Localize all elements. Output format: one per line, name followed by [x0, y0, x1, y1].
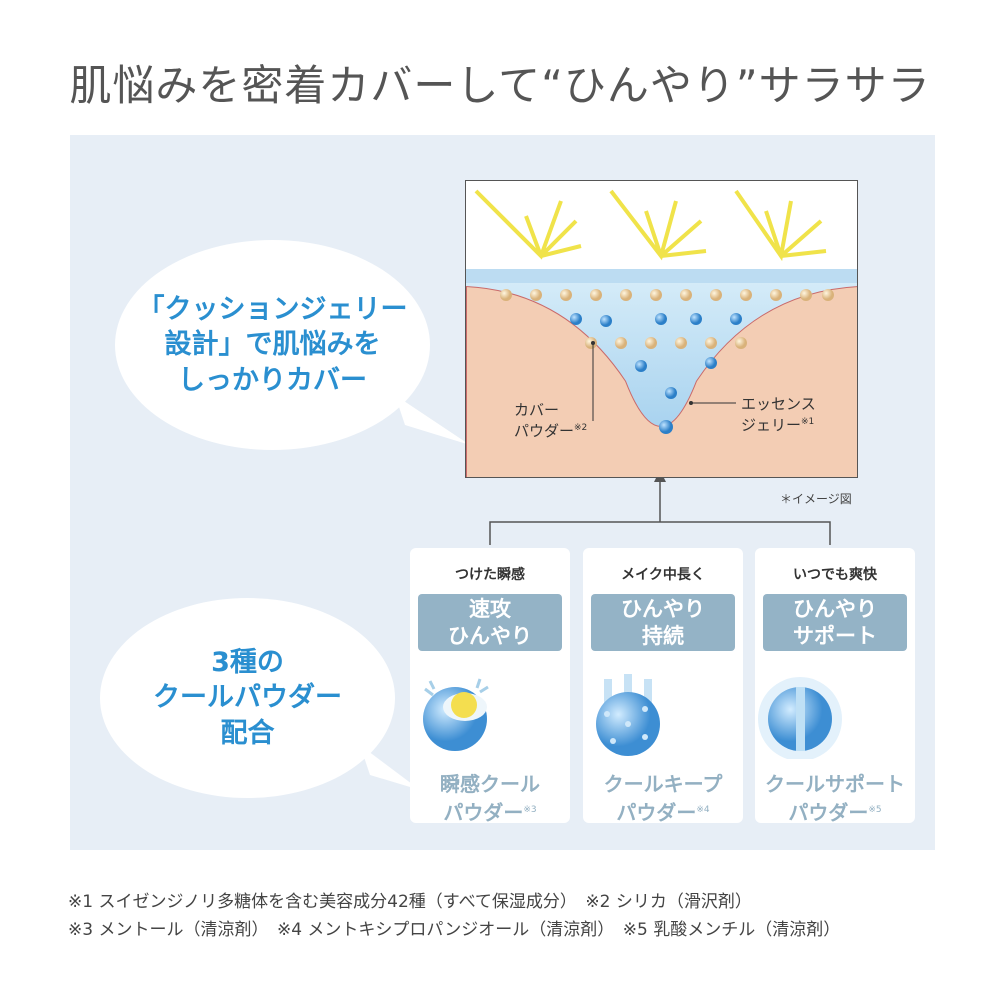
powder-card-support: いつでも爽快 ひんやりサポート クールサポートパウダー※5	[755, 548, 915, 826]
card-heading: いつでも爽快	[793, 567, 877, 583]
powder-card-long-lasting: メイク中長く ひんやり持続 クールキープパウダー※4	[583, 548, 743, 826]
footnote-line: ※3 メントール（清涼剤） ※4 メントキシプロパンジオール（清涼剤） ※5 乳…	[68, 920, 841, 940]
surface-layer	[466, 269, 857, 283]
bubble-line: 「クッションジェリー	[137, 294, 408, 326]
bubble-line: クールパウダー	[153, 682, 342, 714]
bubble-line: 配合	[220, 717, 275, 749]
cover-powder-label: カバーパウダー※2	[514, 401, 587, 440]
card-heading: メイク中長く	[621, 567, 705, 583]
bubble-line: しっかりカバー	[178, 364, 367, 396]
label-line: パウダー	[514, 422, 575, 440]
tag-line: ひんやり	[448, 624, 532, 648]
footnotes: ※1 スイゼンジノリ多糖体を含む美容成分42種（すべて保湿成分） ※2 シリカ（…	[68, 888, 840, 944]
card-tag: 速攻 ひんやり	[418, 594, 562, 651]
tag-line: ひんやり	[793, 597, 877, 621]
cover-powder-particles	[500, 289, 834, 349]
powder-name: クールキープパウダー※4	[583, 771, 743, 826]
card-tag: ひんやり 持続	[591, 594, 735, 651]
name-line: クールキープ	[603, 772, 723, 796]
footnote-ref: ※1	[801, 417, 815, 427]
footnote-ref: ※4	[696, 805, 710, 815]
tag-line: サポート	[793, 624, 877, 648]
powder-name: クールサポートパウダー※5	[755, 771, 915, 826]
bubble1-tail	[395, 395, 470, 445]
diagram-illustration	[466, 189, 857, 477]
label-line: カバー	[514, 401, 560, 419]
name-line: パウダー	[788, 800, 869, 825]
tag-line: ひんやり	[621, 597, 705, 621]
image-note: ＊イメージ図	[780, 492, 852, 506]
label-line: エッセンス	[741, 395, 816, 413]
bubble-line: 設計」で肌悩みを	[164, 329, 381, 361]
essence-jelly-label: エッセンスジェリー※1	[741, 395, 816, 434]
speech-bubble-cool-powder: 3種の クールパウダー 配合	[100, 598, 395, 798]
half-sphere-powder-icon	[423, 678, 489, 751]
essence-jelly	[466, 283, 857, 426]
channel-sphere-powder-icon	[758, 677, 842, 761]
connector-lines	[489, 480, 831, 545]
name-line: クールサポート	[765, 772, 905, 796]
powder-card-instant: つけた瞬感 速攻ひんやり 瞬感クールパウダー※3	[410, 548, 570, 826]
tag-line: 持続	[642, 624, 684, 648]
name-line: パウダー	[616, 800, 697, 825]
footnote-ref: ※2	[574, 423, 588, 433]
footnote-ref: ※3	[523, 805, 537, 815]
name-line: パウダー	[443, 800, 524, 825]
skin-cross-section-diagram: カバーパウダー※2 エッセンスジェリー※1	[465, 180, 858, 478]
porous-sphere-powder-icon	[596, 674, 660, 756]
name-line: 瞬感クール	[440, 772, 540, 796]
footnote-line: ※1 スイゼンジノリ多糖体を含む美容成分42種（すべて保湿成分） ※2 シリカ（…	[68, 892, 752, 912]
bubble-line: 3種の	[211, 647, 284, 679]
page-title: 肌悩みを密着カバーして“ひんやり”サラサラ	[69, 61, 931, 110]
card-heading: つけた瞬感	[455, 567, 525, 583]
footnote-ref: ※5	[868, 805, 882, 815]
cool-powder-particles	[570, 313, 742, 434]
powder-name: 瞬感クールパウダー※3	[410, 771, 570, 826]
light-rays	[474, 189, 827, 262]
tag-line: 速攻	[469, 597, 511, 621]
label-line: ジェリー	[741, 416, 802, 434]
speech-bubble-cushion-jelly: 「クッションジェリー 設計」で肌悩みを しっかりカバー	[115, 240, 430, 450]
card-tag: ひんやり サポート	[763, 594, 907, 651]
bubble2-tail	[360, 745, 420, 790]
